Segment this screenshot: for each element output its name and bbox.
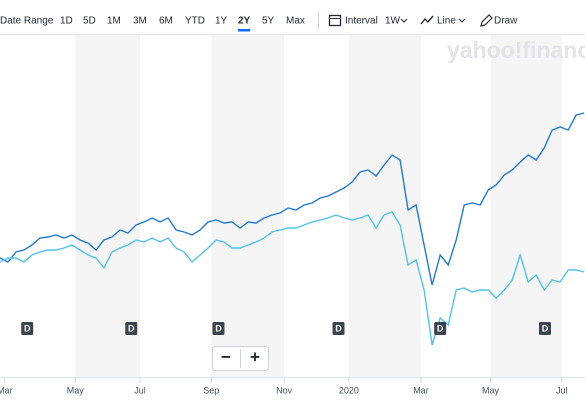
- draw-icon: [480, 14, 493, 27]
- background-bands: [75, 35, 562, 378]
- dividend-label: D: [24, 323, 31, 333]
- chevron: [400, 18, 408, 23]
- range-button[interactable]: 5Y: [262, 16, 275, 27]
- date-range-button[interactable]: Date Range: [0, 16, 54, 27]
- chart-style[interactable]: Line: [437, 16, 456, 27]
- x-tick-label: Nov: [276, 385, 293, 395]
- x-tick-label: Sep: [203, 385, 219, 395]
- range-button[interactable]: 6M: [159, 16, 173, 27]
- interval-icon: [328, 14, 342, 27]
- line-icon: [420, 15, 434, 25]
- series-line: [0, 112, 585, 286]
- range-button[interactable]: 1Y: [215, 16, 228, 27]
- x-tick-label: 2020: [339, 385, 359, 395]
- range-button[interactable]: 5D: [83, 16, 96, 27]
- range-button[interactable]: YTD: [185, 16, 205, 27]
- toolbar: Date Range 1D 5D 1M 3M 6M YTD 1Y 2Y 5Y Max Interval…: [0, 14, 518, 32]
- interval-label[interactable]: Interval: [345, 16, 378, 27]
- range-button[interactable]: 3M: [133, 16, 147, 27]
- dividend-label: D: [128, 323, 135, 333]
- plot: Mar May Jul Sep Nov 2020 Mar May Jul D D D D D D: [0, 112, 585, 395]
- dividend-marker[interactable]: [212, 322, 225, 335]
- dividend-marker[interactable]: [434, 322, 447, 335]
- chevron: [458, 18, 466, 23]
- draw-button[interactable]: Draw: [494, 16, 518, 27]
- x-tick-label: Mar: [0, 385, 13, 395]
- dividend-label: D: [542, 323, 549, 333]
- range-button[interactable]: 1M: [107, 16, 121, 27]
- zoom-in[interactable]: +: [250, 347, 260, 366]
- dividend-marker[interactable]: [125, 322, 138, 335]
- dividend-label: D: [215, 323, 222, 333]
- x-tick-label: May: [67, 385, 85, 395]
- selected-underline: [238, 29, 251, 32]
- x-tick-label: Mar: [413, 385, 429, 395]
- range-button[interactable]: Max: [286, 16, 305, 27]
- background-band: [348, 35, 421, 378]
- dividend-marker[interactable]: [538, 322, 551, 335]
- background-band: [490, 35, 562, 378]
- background-band: [75, 35, 141, 378]
- x-tick-label: Jul: [134, 385, 146, 395]
- range-button[interactable]: 1D: [60, 16, 73, 27]
- background-band: [211, 35, 285, 378]
- watermark: yahoo!finance: [447, 37, 585, 63]
- series-line: [0, 211, 585, 346]
- dividend-label: D: [335, 323, 342, 333]
- dividend-marker[interactable]: [332, 322, 345, 335]
- zoom-out[interactable]: −: [221, 347, 231, 366]
- dividend-marker[interactable]: [21, 322, 34, 335]
- interval-value[interactable]: 1W: [385, 16, 401, 27]
- x-tick-label: May: [482, 385, 500, 395]
- dividend-label: D: [437, 323, 444, 333]
- range-button[interactable]: 2Y: [238, 16, 251, 27]
- x-tick-label: Jul: [556, 385, 568, 395]
